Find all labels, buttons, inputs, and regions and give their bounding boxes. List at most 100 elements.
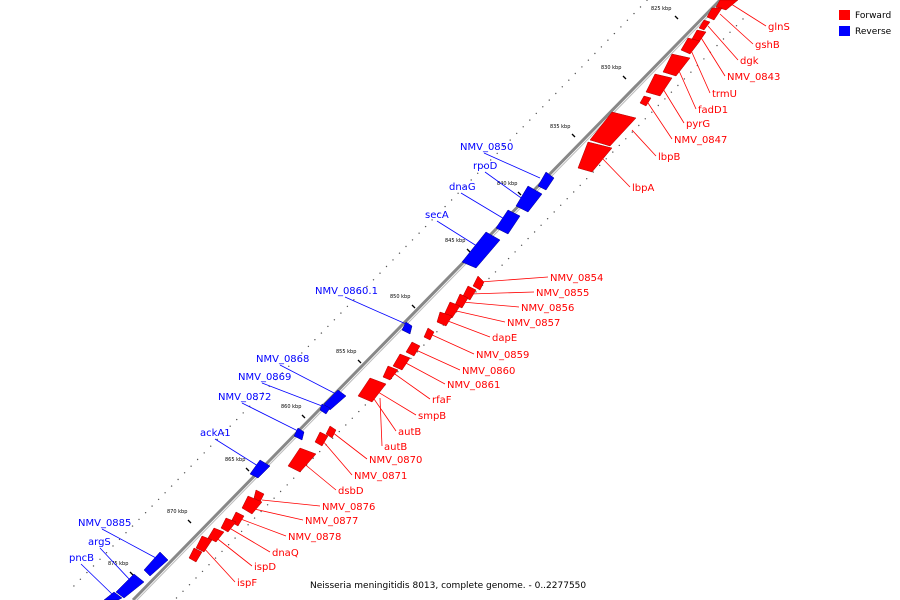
reverse-gene-block <box>293 427 305 441</box>
forward-label-leader <box>461 301 520 308</box>
guide-dot <box>340 312 342 314</box>
guide-dot <box>437 212 440 214</box>
reverse-label-leader <box>483 152 541 179</box>
guide-dot <box>496 152 498 155</box>
guide-dot <box>657 104 659 107</box>
guide-dot <box>242 412 244 414</box>
guide-dot <box>125 532 127 534</box>
guide-dot <box>507 257 510 260</box>
guide-dot <box>600 46 603 48</box>
forward-label-leader <box>391 371 431 400</box>
forward-label-leader <box>707 25 739 61</box>
guide-dot <box>527 237 529 240</box>
guide-dot <box>210 445 212 447</box>
guide-dot <box>561 86 563 88</box>
guide-dot <box>397 371 399 373</box>
tick-label: 875 kbp <box>108 561 128 567</box>
guide-dot <box>73 585 75 587</box>
tick-mark <box>466 248 471 253</box>
guide-dot <box>346 305 349 308</box>
reverse-gene-label: ackA1 <box>200 428 231 439</box>
guide-dot <box>281 372 283 374</box>
reverse-gene-block <box>401 321 413 335</box>
forward-gene-label: dapE <box>492 333 517 344</box>
guide-dot <box>483 166 485 168</box>
tick-mark <box>301 414 306 419</box>
forward-label-leader <box>371 395 397 432</box>
forward-label-leader <box>379 397 383 447</box>
tick-label: 830 kbp <box>601 65 621 71</box>
guide-dot <box>618 144 620 147</box>
guide-dot <box>301 352 303 354</box>
forward-label-leader <box>699 35 726 77</box>
guide-dot <box>345 424 347 426</box>
forward-label-leader <box>659 83 685 124</box>
guide-dot <box>358 410 360 413</box>
guide-dot <box>568 79 570 81</box>
guide-dot <box>625 138 627 140</box>
guide-dot <box>229 425 231 427</box>
guide-dot <box>262 392 264 394</box>
forward-gene-block <box>392 353 411 371</box>
forward-gene-block <box>715 0 739 11</box>
guide-dot <box>599 164 601 167</box>
guide-dot <box>586 178 588 180</box>
guide-dot <box>638 124 640 127</box>
reverse-gene-label: NMV_0860.1 <box>315 286 378 297</box>
tick-mark <box>622 75 627 80</box>
guide-dot <box>574 72 576 75</box>
forward-gene-block <box>195 535 213 553</box>
forward-gene-label: ispF <box>237 578 257 589</box>
reverse-gene-label: pncB <box>69 553 94 564</box>
guide-dot <box>416 351 419 353</box>
forward-gene-label: NMV_0854 <box>550 273 603 284</box>
guide-dot <box>221 550 223 553</box>
forward-gene-label: NMV_0847 <box>674 135 727 146</box>
guide-dot <box>670 91 673 93</box>
forward-gene-block <box>454 293 469 309</box>
forward-label-leader <box>631 129 657 157</box>
guide-dot <box>405 245 407 248</box>
guide-dot <box>477 172 479 174</box>
guide-dot <box>273 497 275 499</box>
forward-label-leader <box>403 361 446 385</box>
guide-dot <box>144 512 147 514</box>
forward-label-leader <box>261 499 321 507</box>
tick-mark <box>571 133 576 138</box>
forward-gene-label: gshB <box>755 40 780 51</box>
guide-dot <box>522 126 524 128</box>
forward-label-leader <box>599 155 631 188</box>
reverse-label-leader <box>344 296 407 325</box>
reverse-gene-block <box>249 459 271 479</box>
forward-gene-block <box>405 341 421 357</box>
guide-dot <box>546 218 549 220</box>
guide-dot <box>644 118 646 120</box>
guide-dot <box>613 32 616 35</box>
forward-gene-label: NMV_0843 <box>727 72 780 83</box>
forward-gene-label: NMV_0878 <box>288 532 341 543</box>
guide-dot <box>501 264 503 266</box>
tick-mark <box>357 359 362 364</box>
guide-dot <box>99 558 101 560</box>
guide-dot <box>105 552 108 554</box>
guide-dot <box>533 231 536 233</box>
guide-dot <box>548 99 550 101</box>
guide-dot <box>379 272 381 274</box>
forward-gene-block <box>188 547 203 563</box>
forward-gene-label: NMV_0855 <box>536 288 589 299</box>
forward-gene-block <box>706 7 723 21</box>
forward-label-leader <box>689 47 711 94</box>
forward-label-leader <box>301 461 337 491</box>
forward-gene-label: lbpA <box>632 183 654 194</box>
forward-gene-label: NMV_0860 <box>462 366 515 377</box>
forward-label-leader <box>451 309 506 323</box>
guide-dot <box>398 252 401 254</box>
guide-dot <box>190 465 192 467</box>
forward-gene-block <box>639 95 652 107</box>
guide-dot <box>86 571 88 574</box>
guide-dot <box>255 398 257 401</box>
reverse-label-leader <box>241 402 301 433</box>
forward-label-leader <box>213 535 253 567</box>
guide-dot <box>196 458 199 461</box>
guide-dot <box>223 432 225 434</box>
